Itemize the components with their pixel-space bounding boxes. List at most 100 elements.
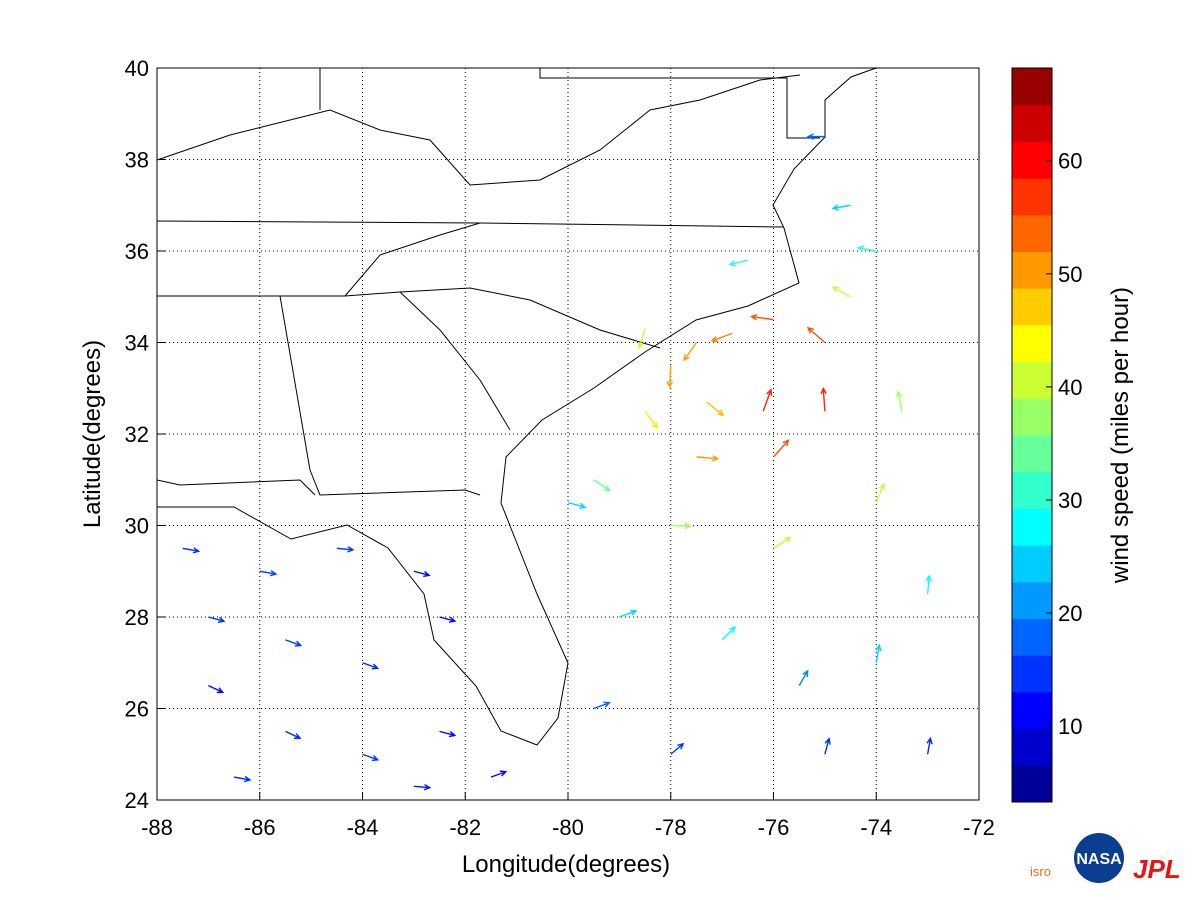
axes: -88 -86 -84 -82 -80 -78 -76 -74 -72 24 26 28 30 32 34 3… <box>125 56 995 840</box>
x-axis-label: Longitude(degrees) <box>462 851 670 878</box>
colorbar-band <box>1012 435 1052 473</box>
wind-arrow <box>926 736 933 755</box>
wind-arrow <box>259 570 278 577</box>
wind-arrow <box>413 570 431 578</box>
wind-arrow <box>490 770 508 778</box>
wind-arrow <box>336 546 355 553</box>
wind-arrow <box>413 783 432 791</box>
y-tick-label: 36 <box>125 239 149 264</box>
x-tick-label: -82 <box>449 815 481 840</box>
state-border <box>539 68 820 139</box>
colorbar-tick-label: 20 <box>1058 601 1082 626</box>
colorbar-tick-label: 60 <box>1058 149 1082 174</box>
nasa-logo: NASA <box>1076 851 1122 868</box>
y-tick-label: 32 <box>125 422 149 447</box>
colorbar-label: wind speed (miles per hour) <box>1107 287 1134 584</box>
state-border <box>156 74 801 186</box>
wind-arrow <box>362 662 380 670</box>
colorbar-band <box>1012 214 1052 252</box>
logos: isro NASA JPL <box>1030 833 1181 884</box>
wind-arrow <box>439 730 457 738</box>
y-tick-label: 30 <box>125 514 149 539</box>
y-tick-label: 26 <box>125 697 149 722</box>
wind-arrow <box>182 547 201 554</box>
wind-arrow <box>773 536 792 549</box>
y-tick-label: 38 <box>125 148 149 173</box>
wind-arrow <box>670 742 685 755</box>
colorbar-band <box>1012 545 1052 583</box>
colorbar-band <box>1012 251 1052 289</box>
y-tick-label: 34 <box>125 331 149 356</box>
colorbar-band <box>1012 104 1052 142</box>
y-tick-label: 40 <box>125 56 149 81</box>
wind-arrow <box>875 643 882 663</box>
colorbar-band <box>1012 361 1052 399</box>
wind-arrow <box>285 730 302 739</box>
colorbar-band <box>1012 398 1052 436</box>
wind-arrow <box>710 332 733 343</box>
colorbar-band <box>1012 288 1052 326</box>
wind-arrow <box>637 328 646 350</box>
wind-vectors <box>182 133 933 791</box>
colorbar-tick-label: 40 <box>1058 375 1082 400</box>
wind-arrow <box>593 701 611 710</box>
state-border <box>344 222 481 297</box>
wind-arrow <box>362 753 380 762</box>
state-border <box>156 479 316 496</box>
wind-arrow <box>683 342 698 362</box>
state-border <box>279 295 481 496</box>
wind-arrow <box>798 669 809 686</box>
x-tick-label: -86 <box>244 815 276 840</box>
colorbar-band <box>1012 324 1052 363</box>
wind-arrow <box>233 775 252 783</box>
colorbar-band <box>1012 581 1052 619</box>
wind-arrow <box>670 522 693 530</box>
y-tick-label: 28 <box>125 605 149 630</box>
x-tick-label: -72 <box>963 815 995 840</box>
wind-arrow <box>696 455 720 462</box>
state-border <box>399 291 511 431</box>
x-tick-label: -84 <box>347 815 379 840</box>
colorbar-band <box>1012 471 1052 509</box>
wind-arrow <box>749 314 774 321</box>
colorbar-band <box>1012 178 1052 216</box>
wind-arrow <box>439 616 457 623</box>
x-tick-label: -78 <box>655 815 687 840</box>
wind-arrow <box>567 501 587 510</box>
colorbar-band <box>1012 655 1052 693</box>
x-tick-label: -74 <box>860 815 892 840</box>
jpl-logo: JPL <box>1133 854 1181 884</box>
isro-logo: isro <box>1030 864 1051 879</box>
wind-arrow <box>644 410 659 430</box>
y-axis-label: Latitude(degrees) <box>79 340 106 528</box>
colorbar-band <box>1012 141 1052 179</box>
wind-arrow <box>619 609 638 618</box>
wind-arrow <box>824 737 831 755</box>
colorbar-frame <box>1011 67 1053 803</box>
colorbar-band <box>1012 508 1052 546</box>
wind-arrow <box>593 479 611 492</box>
wind-arrow <box>875 482 885 503</box>
wind-arrow <box>208 616 226 623</box>
wind-arrow <box>728 259 748 267</box>
wind-arrow <box>925 574 932 595</box>
x-tick-label: -88 <box>141 815 173 840</box>
wind-arrow <box>706 401 725 417</box>
colorbar-tick-label: 50 <box>1058 262 1082 287</box>
wind-arrow <box>806 326 826 344</box>
colorbar: 10 20 30 40 50 60 <box>1011 67 1082 803</box>
wind-arrow <box>806 133 825 140</box>
wind-arrow <box>208 684 225 694</box>
wind-arrow <box>762 388 773 412</box>
colorbar-tick-label: 30 <box>1058 488 1082 513</box>
wind-arrow <box>820 386 827 412</box>
colorbar-band <box>1012 691 1052 730</box>
colorbar-tick-label: 10 <box>1058 714 1082 739</box>
colorbar-band <box>1012 68 1052 106</box>
coastline <box>157 67 877 746</box>
wind-arrow <box>285 639 303 647</box>
wind-arrow <box>721 625 737 641</box>
colorbar-band <box>1012 765 1052 803</box>
x-tick-label: -80 <box>552 815 584 840</box>
